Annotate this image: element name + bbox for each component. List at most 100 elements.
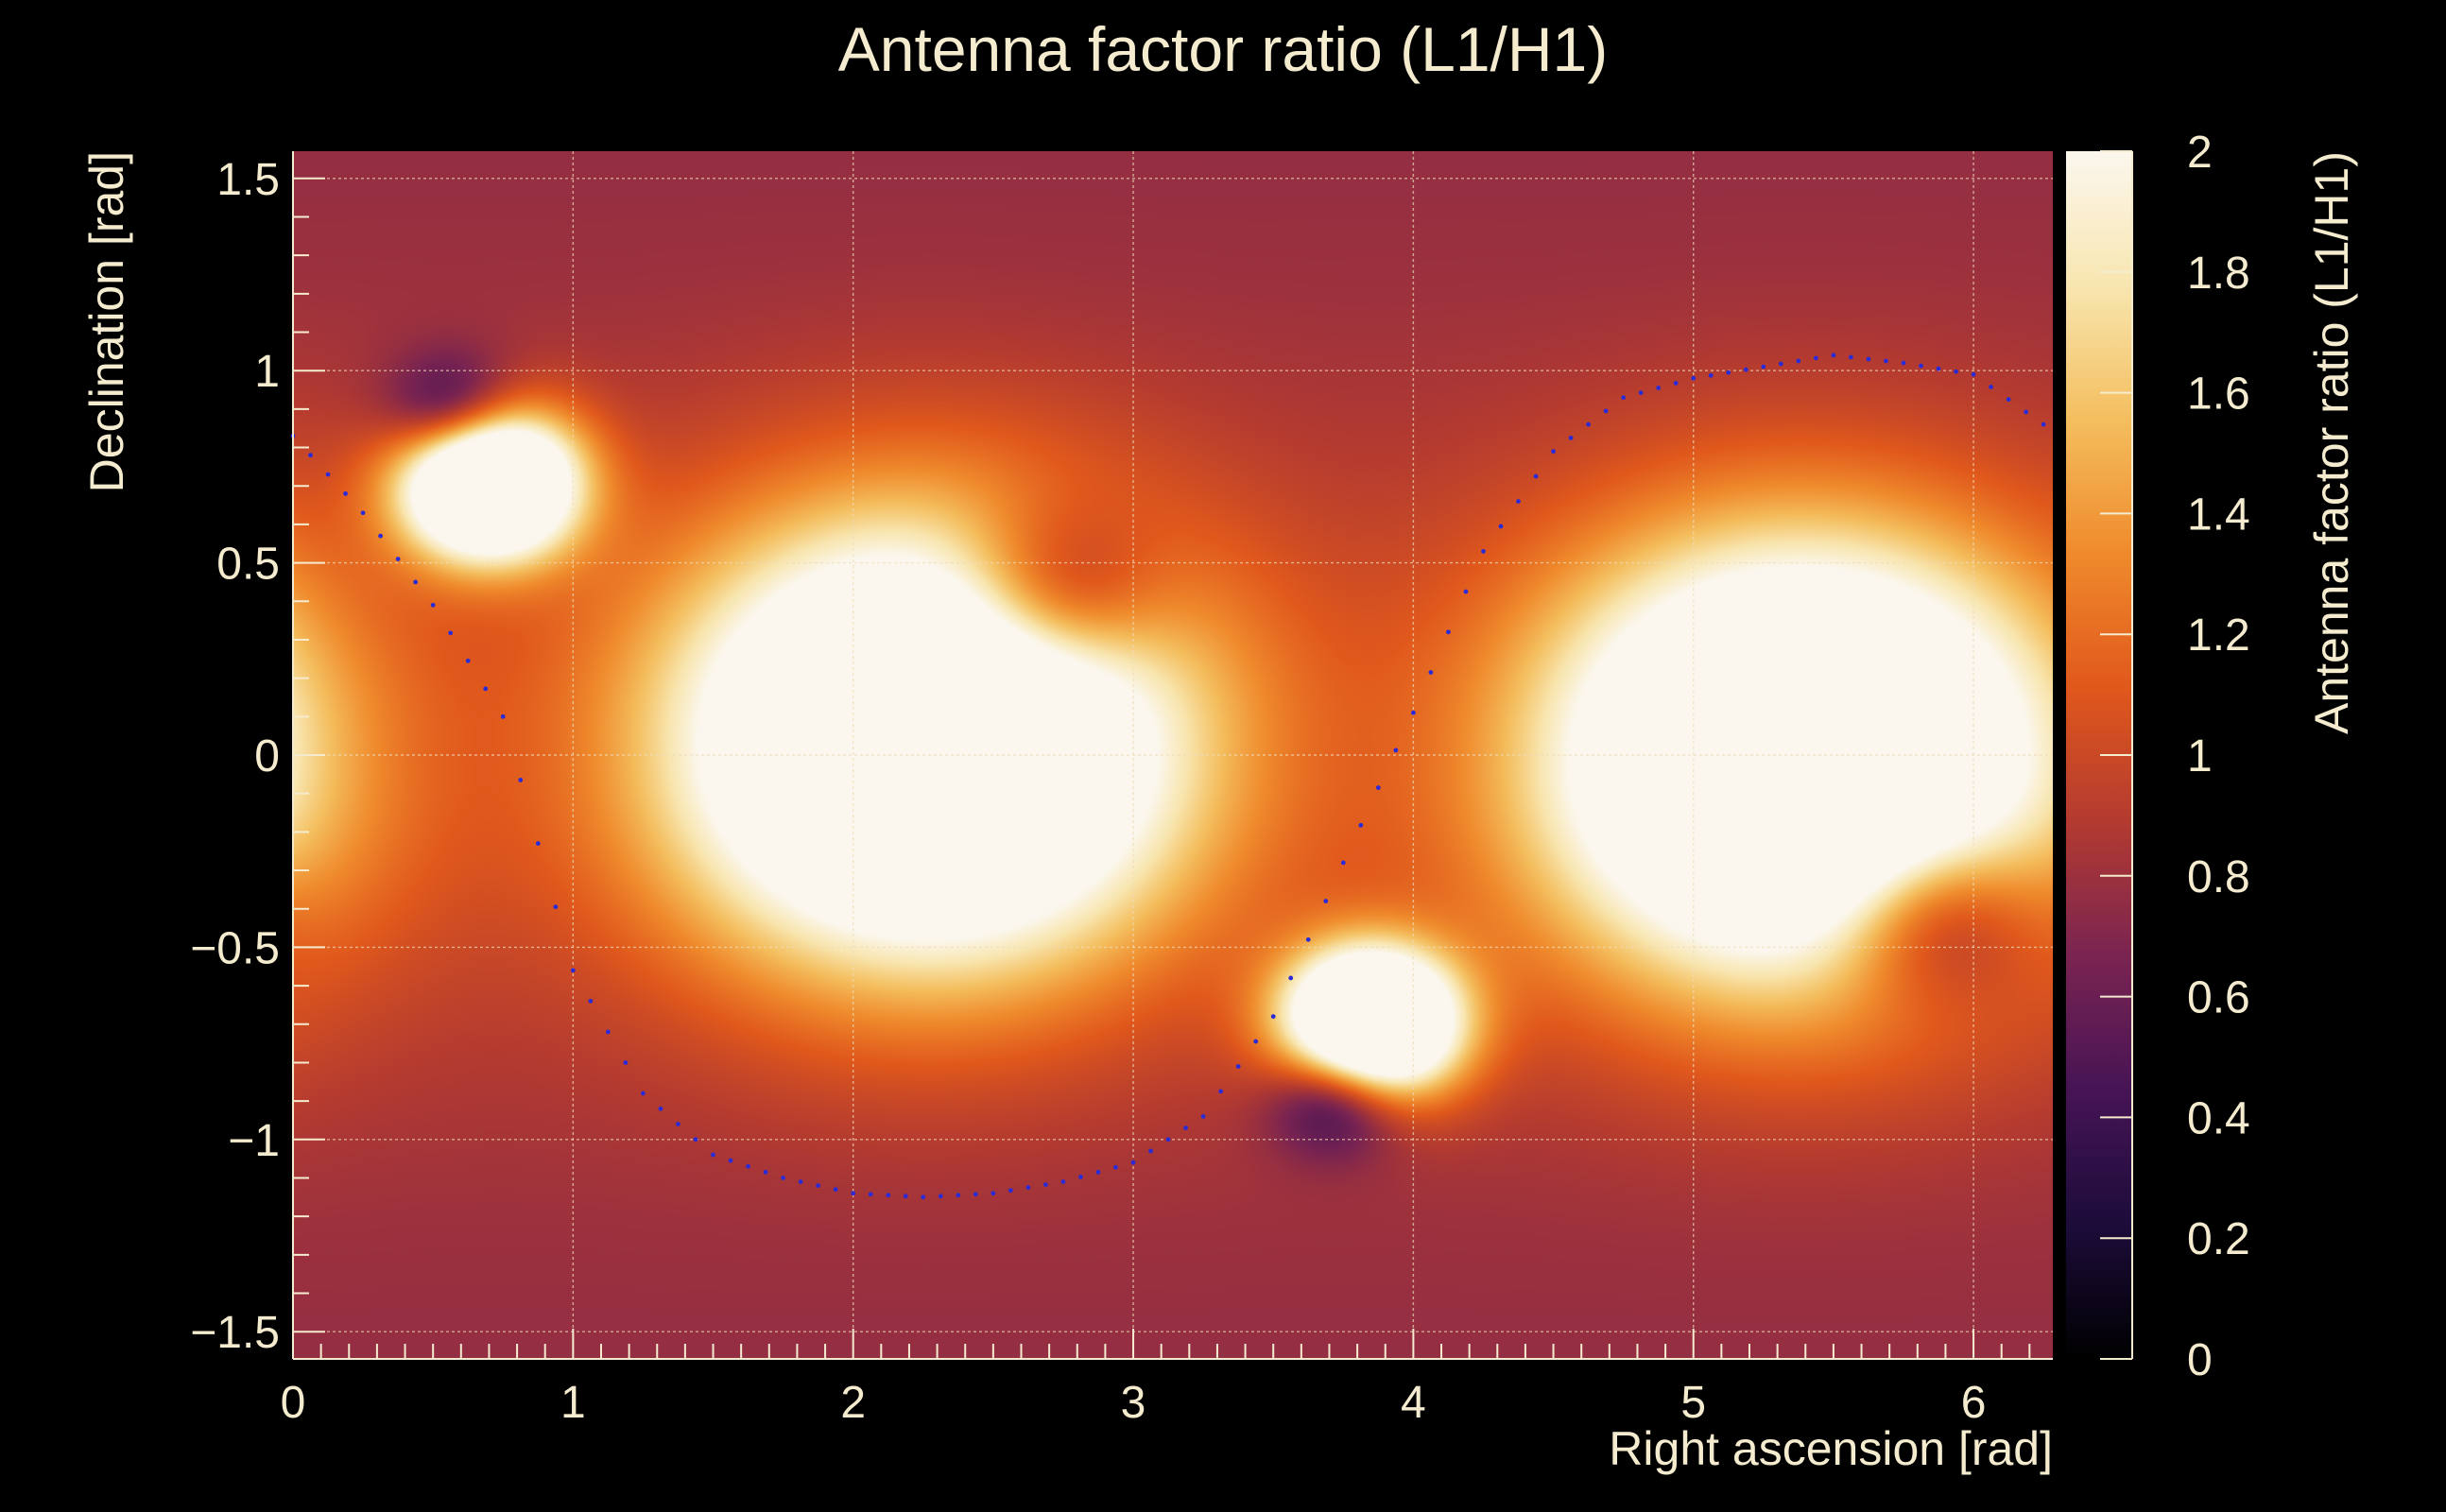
curve-point	[1288, 975, 1294, 981]
curve-point	[1498, 524, 1504, 529]
curve-point	[676, 1122, 680, 1126]
curve-point	[1708, 372, 1714, 378]
curve-point	[1253, 1039, 1259, 1044]
curve-point	[1410, 710, 1416, 715]
curve-point	[1025, 1185, 1031, 1191]
x-tick-label: 1	[560, 1378, 586, 1428]
curve-point	[1078, 1175, 1083, 1179]
curve-point	[1866, 356, 1871, 362]
curve-point	[1200, 1113, 1206, 1119]
curve-point	[623, 1060, 629, 1065]
curve-point	[851, 1191, 856, 1196]
curve-point	[1813, 355, 1818, 361]
curve-point	[816, 1183, 821, 1189]
curve-point	[990, 1191, 996, 1196]
curve-point	[1586, 421, 1591, 427]
x-tick-label: 3	[1121, 1378, 1146, 1428]
curve-point	[518, 778, 524, 782]
curve-point	[1323, 899, 1329, 903]
curve-point	[658, 1106, 663, 1111]
curve-point	[430, 602, 436, 608]
curve-point	[2041, 421, 2046, 427]
curve-point	[1778, 361, 1783, 367]
curve-point	[763, 1169, 768, 1175]
curve-point	[1148, 1148, 1153, 1154]
curve-point	[535, 841, 541, 846]
curve-point	[1428, 670, 1434, 675]
curve-point	[1305, 936, 1311, 942]
curve-point	[1481, 548, 1486, 554]
curve-point	[1446, 629, 1451, 635]
y-tick-label: 1	[254, 347, 280, 397]
curve-point	[746, 1163, 750, 1169]
curve-point	[798, 1179, 803, 1184]
curve-point	[1130, 1160, 1136, 1165]
colorbar-tick-label: 0.2	[2187, 1214, 2250, 1264]
curve-point	[1095, 1169, 1101, 1175]
curve-point	[1043, 1182, 1048, 1187]
x-tick-label: 0	[281, 1378, 306, 1428]
colorbar-tick-label: 0	[2187, 1335, 2213, 1385]
colorbar-tick-label: 0.8	[2187, 852, 2250, 902]
colorbar-tick-label: 0.6	[2187, 973, 2250, 1023]
curve-point	[1358, 822, 1364, 828]
curve-point	[1989, 385, 1993, 389]
y-tick-label: −0.5	[190, 923, 280, 973]
curve-point	[938, 1194, 943, 1199]
chart-title: Antenna factor ratio (L1/H1)	[837, 14, 1609, 84]
curve-point	[641, 1091, 646, 1096]
colorbar-tick-label: 1	[2187, 731, 2213, 782]
y-tick-label: 0	[254, 731, 280, 782]
curve-point	[1726, 369, 1731, 375]
y-tick-label: −1.5	[190, 1308, 280, 1358]
curve-point	[1340, 860, 1346, 866]
curve-point	[1551, 449, 1556, 455]
curve-point	[1218, 1089, 1224, 1094]
curve-point	[553, 904, 559, 910]
curve-point	[413, 579, 419, 585]
curve-point	[833, 1187, 838, 1193]
curve-point	[1971, 371, 1976, 377]
curve-point	[605, 1029, 611, 1035]
curve-point	[921, 1194, 926, 1200]
curve-point	[448, 630, 454, 636]
colorbar-tick-label: 0.4	[2187, 1093, 2250, 1143]
curve-point	[728, 1158, 733, 1163]
dotted-curve	[290, 352, 2046, 1200]
colorbar-tick-label: 1.4	[2187, 490, 2250, 540]
curve-point	[308, 453, 313, 458]
curve-point	[2006, 397, 2011, 403]
y-tick-label: 0.5	[216, 540, 280, 590]
curve-point	[1743, 367, 1748, 372]
curve-point	[781, 1176, 786, 1180]
grid-lines	[293, 151, 2053, 1359]
curve-point	[343, 490, 348, 496]
x-tick-label: 6	[1961, 1378, 1987, 1428]
curve-point	[903, 1194, 908, 1199]
curve-point	[1656, 386, 1662, 390]
colorbar-tick-label: 2	[2187, 128, 2213, 178]
colorbar-tick-label: 1.2	[2187, 610, 2250, 661]
curve-point	[956, 1193, 961, 1198]
curve-point	[973, 1192, 978, 1197]
curve-point	[325, 472, 331, 477]
x-tick-label: 2	[840, 1378, 866, 1428]
x-axis-label: Right ascension [rad]	[1609, 1422, 2053, 1475]
curve-point	[1235, 1064, 1241, 1069]
curve-point	[1183, 1125, 1189, 1130]
curve-point	[1270, 1014, 1276, 1020]
y-tick-label: −1	[228, 1116, 280, 1166]
curve-point	[1831, 352, 1836, 358]
curve-point	[1393, 747, 1399, 753]
colorbar-label: Antenna factor ratio (L1/H1)	[2305, 151, 2358, 734]
curve-point	[588, 998, 594, 1004]
curve-point	[1884, 358, 1888, 364]
colorbar-axis: 0 0.2 0.4 0.6 0.8 1 1.2 1.4 1.6 1.8 2	[2100, 128, 2250, 1385]
curve-point	[1901, 360, 1906, 366]
curve-point	[570, 968, 576, 973]
x-tick-label: 5	[1680, 1378, 1706, 1428]
x-tick-label: 4	[1401, 1378, 1426, 1428]
curve-point	[360, 510, 366, 516]
curve-point	[1936, 366, 1941, 371]
curve-point	[1796, 358, 1801, 364]
